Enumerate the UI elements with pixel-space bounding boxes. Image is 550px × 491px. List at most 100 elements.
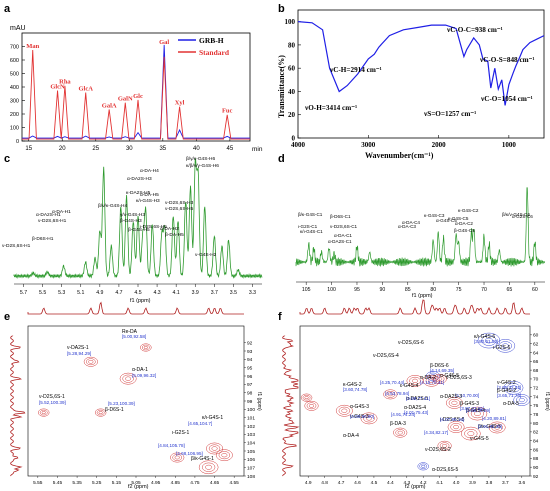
cross-peak-contour: [474, 411, 481, 416]
annotation-label: β-G4S-H5: [128, 227, 150, 233]
x-tick-label: 3.8: [486, 480, 493, 486]
cross-peak-label: β-G4S-3: [460, 401, 479, 407]
cross-peak-contour: [39, 409, 48, 416]
annotation-label: ν-D2S,6S-H5: [165, 206, 194, 212]
cross-peak-contour: [205, 464, 213, 470]
y-tick-label: 90: [533, 465, 539, 471]
x-tick-label: 4.9: [305, 480, 312, 486]
cross-peak-coordinate: [3.65,71.73]: [497, 393, 521, 398]
peak-label: Glc: [133, 93, 143, 100]
cross-peak-coordinate: [5.09,96.32]: [132, 373, 156, 378]
cross-peak-label: β-D6S-6: [430, 363, 449, 369]
cross-peak-coordinate: [4.14,69.35]: [430, 368, 454, 373]
x-tick-label: 3.9: [192, 290, 199, 296]
x-tick-label: 75: [456, 287, 462, 293]
cross-peak-contour: [174, 455, 180, 460]
x-tick-label: 95: [354, 287, 360, 293]
y-tick-label: 500: [10, 72, 19, 78]
annotation-label: ν-G4S-H2: [195, 252, 217, 258]
x-tick-label: 3.5: [230, 290, 237, 296]
y-tick-label: 700: [10, 45, 19, 51]
cross-peak-contour: [140, 343, 152, 352]
x-tick-label: 4.95: [151, 480, 161, 486]
cross-peak-label: α-D2S,6S-5: [432, 467, 458, 473]
x-tick-label: 90: [379, 287, 385, 293]
annotation-label: ν-D2S,6S-H1: [2, 243, 31, 249]
cross-peak-contour: [439, 442, 450, 450]
cross-peak-label: κ/ι-G4S-1: [202, 415, 223, 421]
peak-label: Rha: [59, 79, 71, 86]
y-tick-label: 76: [533, 403, 539, 409]
y-tick-label: 102: [247, 424, 255, 430]
cross-peak-coordinate: [4.65,104.7]: [188, 421, 212, 426]
y-tick-label: 60: [288, 65, 296, 73]
cross-peak-label: ν-G4S-3: [350, 414, 369, 420]
y-tick-label: 20: [288, 111, 296, 119]
cross-peak-coordinate: [3.80,61.30]: [474, 339, 498, 344]
cross-peak-contour: [141, 344, 150, 351]
cross-peak-label: β-G4S-4: [466, 408, 485, 414]
cross-peak-label: β-DA-3: [390, 421, 406, 427]
cross-peak-label: Re-DA: [122, 329, 138, 335]
y-tick-label: 62: [533, 341, 539, 347]
annotation-label: β-G4S-C5: [454, 228, 475, 233]
cross-peak-contour: [98, 411, 103, 415]
x-tick-label: 3.3: [249, 290, 256, 296]
y-tick-label: 106: [247, 457, 255, 463]
x-tick-label: 4.3: [403, 480, 410, 486]
cross-peak-contour: [86, 358, 96, 366]
cross-peak-coordinate: [5.23,100.39]: [108, 401, 135, 406]
cross-peak-label: ν-DA2S-1: [67, 345, 89, 351]
x-tick-label: 20: [59, 146, 66, 152]
cross-peak-coordinate: [4.88,76.09]: [466, 408, 490, 413]
x-tick-label: 5.15: [112, 480, 122, 486]
cross-peak-contour: [494, 425, 501, 430]
x-tick-label: 100: [327, 287, 336, 293]
cross-peak-label: β-G4S-2: [497, 388, 516, 394]
cross-peak-label: ε-G4S-4: [400, 383, 419, 389]
cross-peak-contour: [437, 440, 452, 451]
cross-peak-contour: [96, 409, 105, 416]
cross-peak-label: κ-G4S-2: [343, 382, 362, 388]
peak-label: GalN: [118, 96, 133, 103]
legend-label-grb-h: GRB-H: [199, 36, 224, 45]
cross-peak-contour: [470, 408, 485, 419]
cross-peak-contour: [485, 337, 493, 344]
plot-frame: [297, 9, 545, 139]
cross-peak-contour: [338, 406, 351, 415]
annotation-label: β-D6S-C1: [330, 214, 351, 219]
y-tick-label: 84: [533, 439, 539, 445]
x-tick-label: 3.6: [518, 480, 525, 486]
x-tick-label: 30: [126, 146, 133, 152]
annotation-label: κ-G4S-C3: [424, 213, 445, 218]
cross-peak-contour: [335, 404, 353, 417]
cross-peak-label: ι-D2S,6S-5: [440, 417, 465, 423]
cross-peak-label: ν-D2S,6S-2: [425, 447, 451, 453]
cross-peak-contour: [423, 374, 440, 387]
cross-peak-contour: [211, 446, 218, 451]
annotation-label: νC-O-C=938 cm⁻¹: [446, 26, 503, 34]
cross-peak-label: β/κ-G4S-5: [478, 424, 501, 430]
cross-peak-contour: [206, 442, 223, 455]
annotation-label: α-DA2S-H3: [127, 176, 152, 182]
x-tick-label: 4.9: [96, 290, 103, 296]
cross-peak-contour: [409, 376, 421, 385]
y-tick-label: 78: [533, 412, 539, 418]
annotation-label: ν-D2S,6S-H3: [165, 200, 194, 206]
annotation-label: α-DA-C1: [334, 233, 352, 238]
x-tick-label: 4.6: [354, 480, 361, 486]
y-tick-label: 100: [247, 407, 255, 413]
y-tick-label: 82: [533, 430, 539, 436]
cross-peak-label: ν-D2S,6S-1: [39, 394, 65, 400]
panel-label-f: f: [278, 311, 282, 323]
cross-peak-contour: [421, 464, 426, 468]
cross-peak-coordinate: [4.68,77.21]: [406, 396, 430, 401]
cross-peak-coordinate: [4.25,70.44]: [380, 380, 404, 385]
y-tick-label: 104: [247, 440, 255, 446]
peak-label: GalA: [102, 102, 117, 109]
x-tick-label: 105: [302, 287, 311, 293]
cross-peak-contour: [143, 346, 148, 349]
cross-peak-contour: [447, 421, 465, 433]
x-tick-label: 65: [507, 287, 513, 293]
cross-peak-contour: [450, 423, 462, 432]
